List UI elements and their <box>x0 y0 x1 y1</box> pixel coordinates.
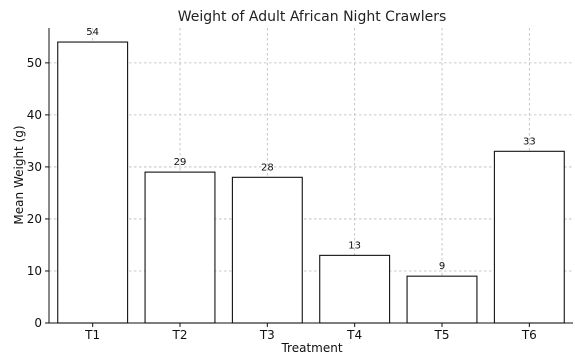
x-tick-label-T5: T5 <box>434 328 450 342</box>
x-axis-label: Treatment <box>280 341 342 354</box>
y-tick-label-50: 50 <box>27 56 42 70</box>
x-tick-label-T1: T1 <box>84 328 100 342</box>
axes-frame <box>48 28 573 324</box>
data-label-T5: 9 <box>439 261 445 272</box>
data-label-T4: 13 <box>348 240 361 251</box>
chart-title: Weight of Adult African Night Crawlers <box>178 9 447 25</box>
data-label-T3: 28 <box>261 162 274 173</box>
x-axis-ticks: T1 T2 T3 T4 T5 T6 <box>84 323 537 342</box>
y-axis-label: Mean Weight (g) <box>12 125 26 224</box>
y-tick-label-40: 40 <box>27 108 42 122</box>
y-tick-label-0: 0 <box>34 316 42 330</box>
bar-T2 <box>144 171 216 324</box>
x-tick-label-T6: T6 <box>521 328 537 342</box>
x-tick-label-T2: T2 <box>172 328 188 342</box>
x-tick-label-T4: T4 <box>346 328 362 342</box>
bar-T6 <box>493 150 565 324</box>
y-tick-label-10: 10 <box>27 264 42 278</box>
y-tick-label-20: 20 <box>27 212 42 226</box>
y-tick-label-30: 30 <box>27 160 42 174</box>
y-axis-ticks: 0 10 20 30 40 50 <box>27 56 49 330</box>
bar-T4 <box>319 254 391 324</box>
bars <box>57 41 565 324</box>
bar-T3 <box>231 176 303 324</box>
data-label-T2: 29 <box>174 157 187 168</box>
data-label-T6: 33 <box>523 136 536 147</box>
bar-T1 <box>57 41 129 324</box>
data-label-T1: 54 <box>86 27 99 38</box>
x-tick-label-T3: T3 <box>259 328 275 342</box>
data-labels: 54 29 28 13 9 33 <box>86 27 535 272</box>
bar-T5 <box>406 275 478 324</box>
